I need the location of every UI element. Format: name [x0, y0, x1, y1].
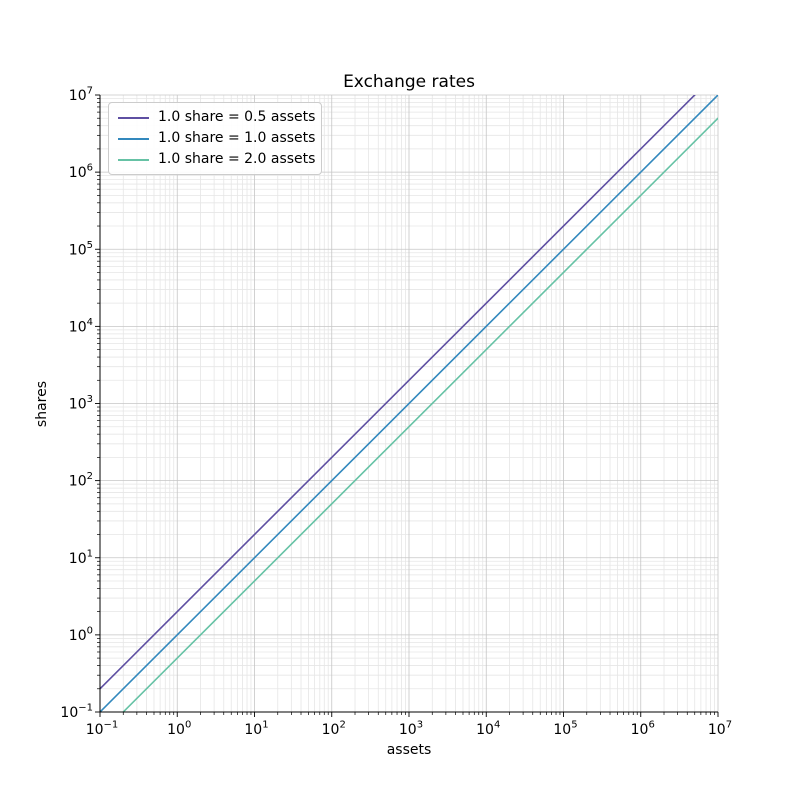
legend: 1.0 share = 0.5 assets 1.0 share = 1.0 a…	[108, 102, 322, 175]
y-axis-label: shares	[34, 380, 50, 428]
legend-line-swatch	[118, 158, 149, 161]
legend-line-swatch	[118, 137, 149, 140]
y-tick-label: 101	[69, 548, 93, 567]
x-axis-label: assets	[386, 742, 432, 758]
x-tick-label: 105	[553, 720, 577, 739]
series-lines	[100, 95, 718, 712]
series-line-1	[100, 95, 718, 712]
y-tick-label: 104	[69, 317, 93, 336]
x-tick-label: 100	[167, 720, 191, 739]
legend-label: 1.0 share = 1.0 assets	[158, 130, 316, 146]
series-line-2	[122, 117, 718, 712]
y-tick-labels: 10−1 100 101 102 103 104 105 106 107	[60, 86, 93, 722]
legend-label: 1.0 share = 2.0 assets	[158, 151, 316, 167]
axis-ticks	[95, 94, 719, 717]
x-tick-label: 10−1	[86, 720, 119, 739]
x-tick-label: 101	[244, 720, 268, 739]
y-tick-label: 107	[69, 86, 93, 105]
x-tick-label: 104	[476, 720, 500, 739]
y-tick-label: 105	[69, 240, 93, 259]
legend-entry: 1.0 share = 1.0 assets	[118, 128, 316, 149]
legend-line-swatch	[118, 116, 149, 119]
x-tick-labels: 10−1 100 101 102 103 104 105 106 107	[86, 720, 732, 739]
x-tick-label: 103	[399, 720, 423, 739]
x-tick-label: 102	[322, 720, 346, 739]
y-tick-label: 10−1	[60, 703, 93, 722]
x-tick-label: 107	[708, 720, 732, 739]
y-tick-label: 100	[69, 625, 93, 644]
legend-label: 1.0 share = 0.5 assets	[158, 109, 316, 125]
y-tick-label: 106	[69, 163, 93, 182]
chart-title: Exchange rates	[343, 72, 475, 92]
series-line-0	[100, 95, 696, 690]
y-tick-label: 103	[69, 394, 93, 413]
legend-entry: 1.0 share = 2.0 assets	[118, 149, 316, 170]
y-tick-label: 102	[69, 471, 93, 490]
x-tick-label: 106	[631, 720, 655, 739]
legend-entry: 1.0 share = 0.5 assets	[118, 107, 316, 128]
